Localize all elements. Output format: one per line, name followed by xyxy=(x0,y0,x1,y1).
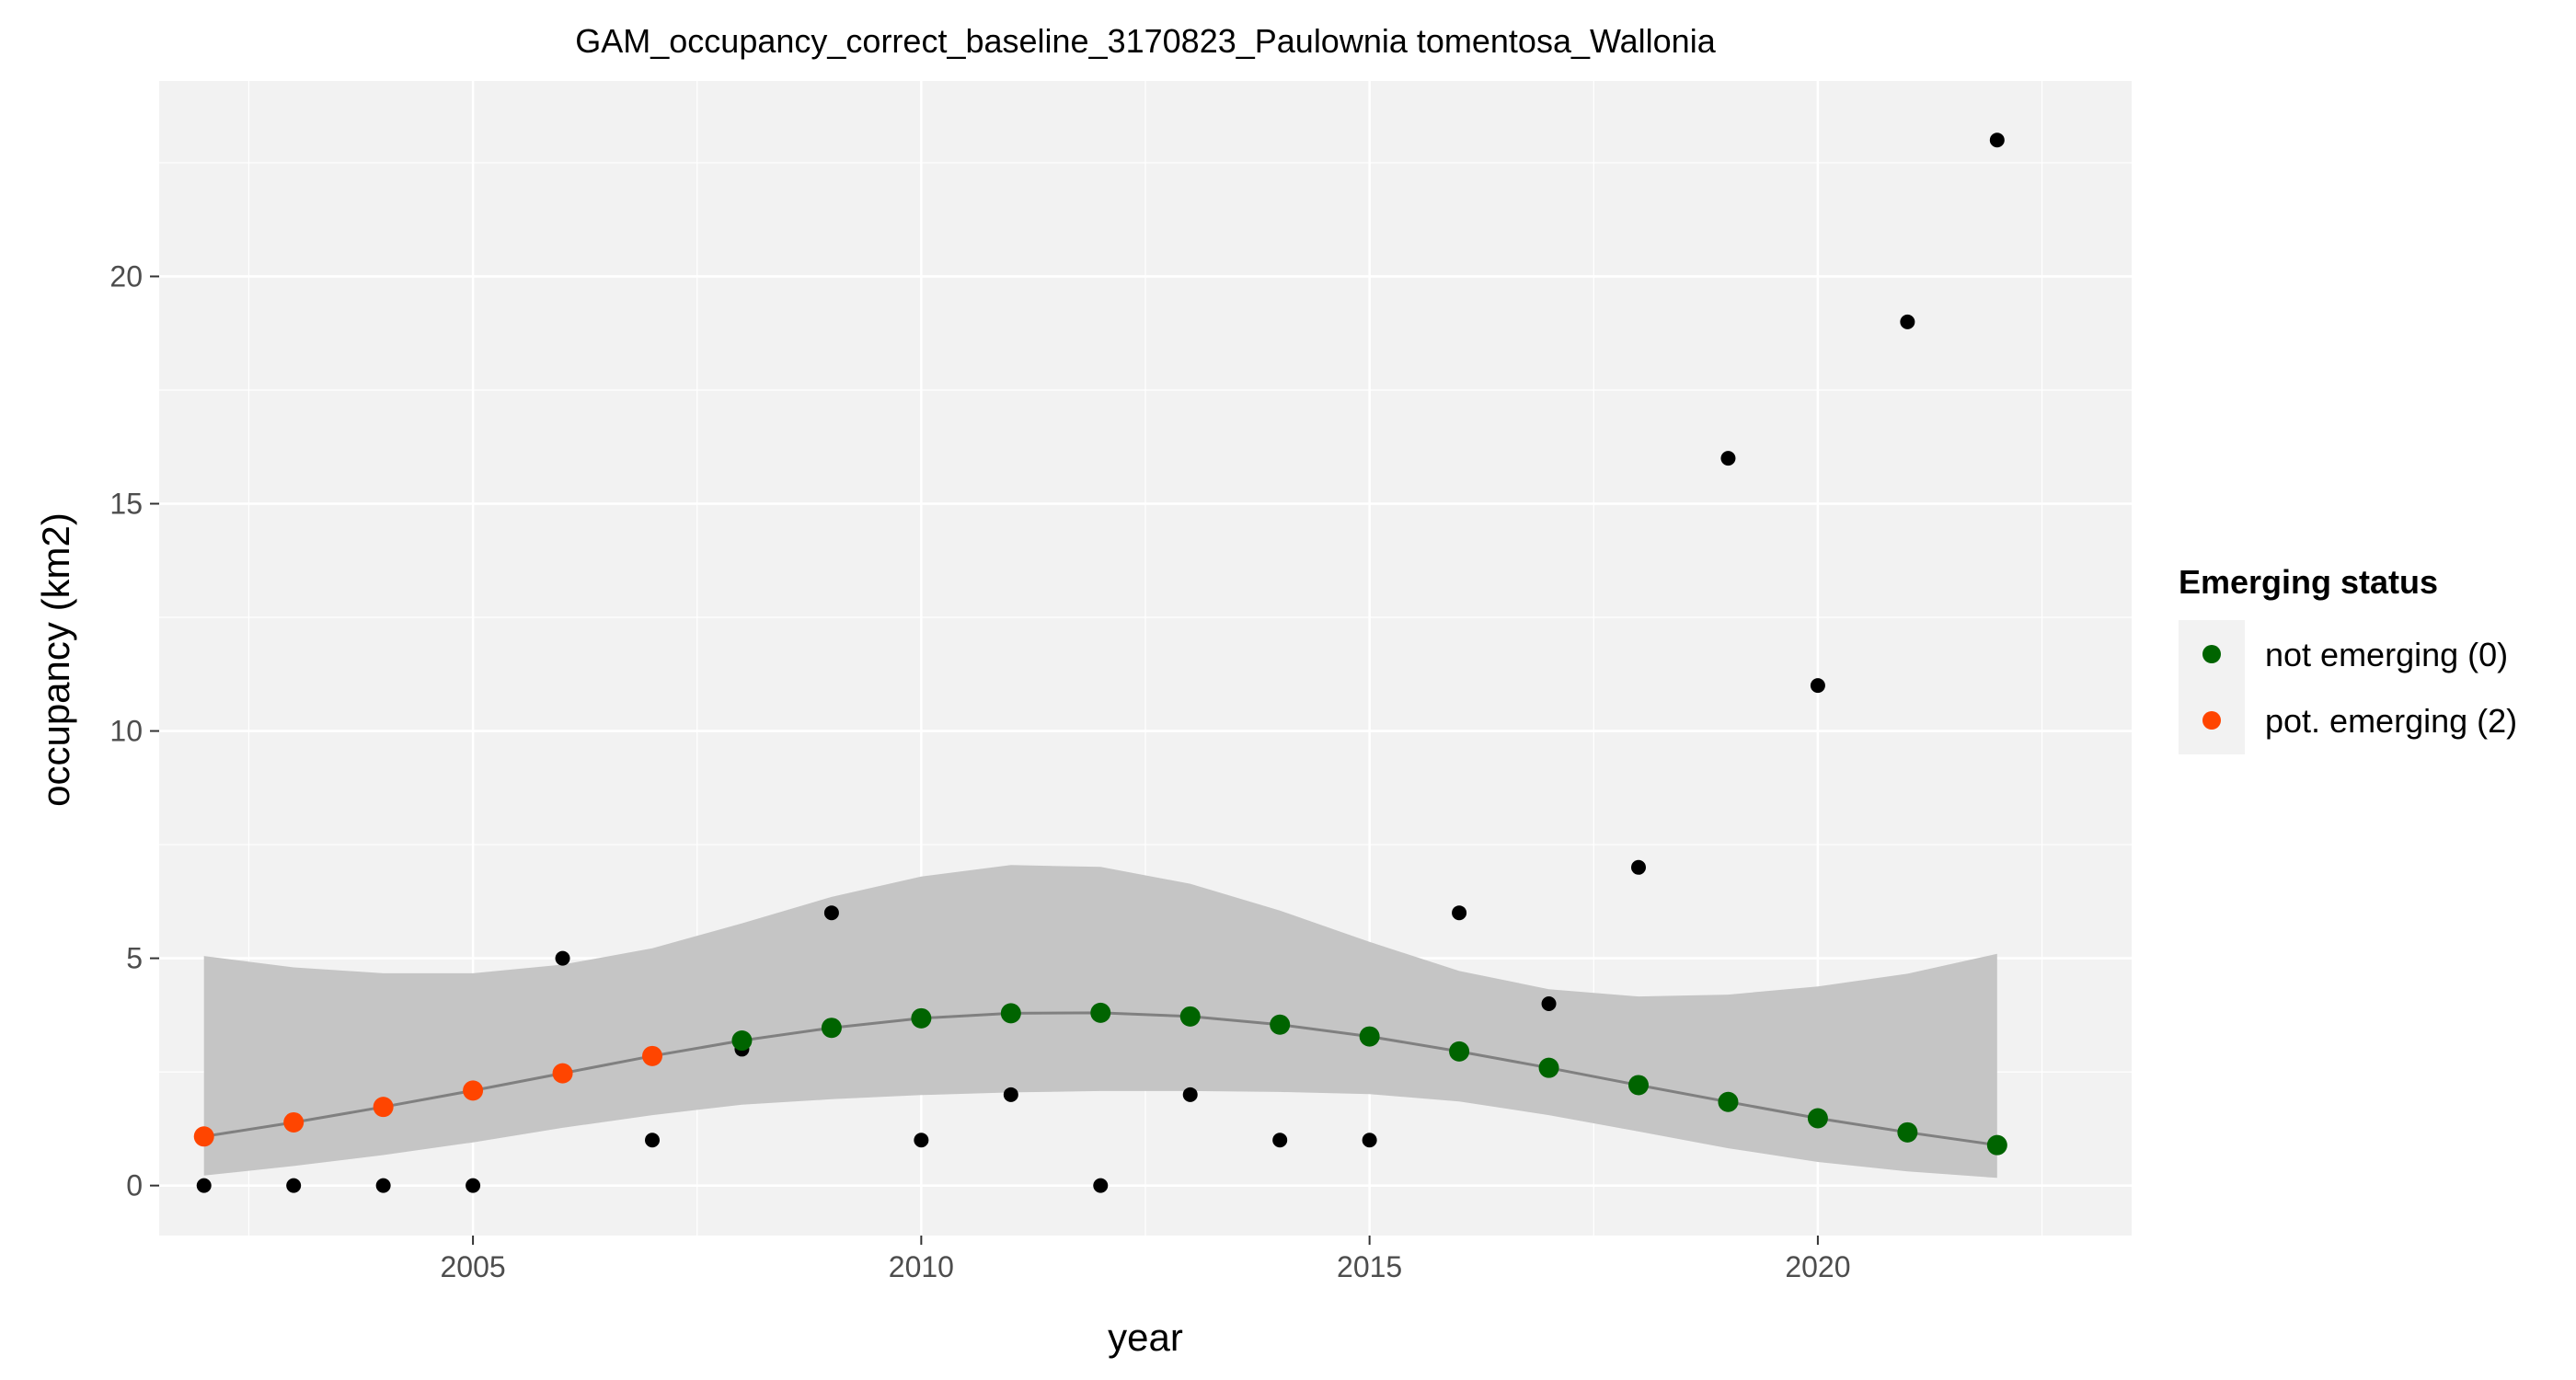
fitted-point-not-emerging xyxy=(1986,1134,2007,1156)
chart-title: GAM_occupancy_correct_baseline_3170823_P… xyxy=(575,22,1716,60)
x-tick-label: 2010 xyxy=(889,1250,954,1283)
plot-panel xyxy=(159,81,2132,1236)
x-tick-label: 2005 xyxy=(440,1250,505,1283)
y-axis-label: occupancy (km2) xyxy=(34,512,77,807)
fitted-point-not-emerging xyxy=(1000,1003,1021,1024)
observed-point xyxy=(1093,1178,1109,1193)
fitted-point-pot-emerging xyxy=(193,1126,214,1147)
fitted-point-not-emerging xyxy=(911,1007,932,1029)
x-axis-label: year xyxy=(1108,1316,1183,1359)
fitted-point-not-emerging xyxy=(1807,1108,1828,1129)
observed-point xyxy=(1720,451,1736,466)
observed-point xyxy=(466,1178,481,1193)
y-axis: 0 5 10 15 20 xyxy=(109,259,159,1202)
legend-key-pot-emerging xyxy=(2202,711,2221,730)
observed-point xyxy=(645,1133,660,1148)
observed-point xyxy=(914,1133,929,1148)
legend: Emerging status not emerging (0) pot. em… xyxy=(2179,563,2517,754)
legend-key-not-emerging xyxy=(2202,645,2221,663)
y-tick-label: 5 xyxy=(126,942,143,975)
fitted-point-not-emerging xyxy=(1090,1002,1111,1023)
fitted-point-pot-emerging xyxy=(283,1111,305,1133)
observed-point xyxy=(1003,1087,1018,1102)
y-tick-label: 20 xyxy=(109,259,143,293)
x-tick-label: 2015 xyxy=(1337,1250,1402,1283)
fitted-point-pot-emerging xyxy=(463,1080,484,1101)
legend-title: Emerging status xyxy=(2179,563,2438,601)
observed-point xyxy=(1182,1087,1198,1102)
fitted-point-not-emerging xyxy=(1449,1041,1470,1062)
observed-point xyxy=(1362,1133,1377,1148)
fitted-point-not-emerging xyxy=(1628,1075,1649,1096)
fitted-point-pot-emerging xyxy=(642,1045,662,1066)
fitted-point-not-emerging xyxy=(821,1018,842,1039)
observed-point xyxy=(1272,1133,1288,1148)
fitted-point-not-emerging xyxy=(1179,1006,1201,1027)
observed-point xyxy=(1452,905,1467,921)
observed-point xyxy=(375,1178,391,1193)
fitted-point-pot-emerging xyxy=(373,1097,394,1118)
fitted-point-not-emerging xyxy=(1718,1091,1739,1112)
fitted-point-not-emerging xyxy=(1359,1026,1380,1047)
y-tick-label: 0 xyxy=(126,1169,143,1202)
observed-point xyxy=(1631,859,1646,875)
legend-label-not-emerging: not emerging (0) xyxy=(2265,636,2508,673)
fitted-point-not-emerging xyxy=(1270,1014,1291,1035)
observed-point xyxy=(1541,996,1557,1012)
fitted-point-pot-emerging xyxy=(552,1063,573,1084)
observed-point xyxy=(823,905,839,921)
observed-point xyxy=(1810,678,1825,694)
observed-point xyxy=(1989,132,2005,148)
legend-label-pot-emerging: pot. emerging (2) xyxy=(2265,702,2517,740)
legend-key-background xyxy=(2179,620,2245,754)
fitted-point-not-emerging xyxy=(1897,1121,1918,1143)
observed-point xyxy=(1900,314,1915,329)
x-tick-label: 2020 xyxy=(1785,1250,1850,1283)
fitted-point-not-emerging xyxy=(731,1030,753,1052)
x-axis: 2005 2010 2015 2020 xyxy=(440,1236,1851,1283)
observed-point xyxy=(286,1178,302,1193)
y-tick-label: 10 xyxy=(109,715,143,748)
y-tick-label: 15 xyxy=(109,488,143,521)
fitted-point-not-emerging xyxy=(1538,1057,1559,1078)
observed-point xyxy=(196,1178,212,1193)
observed-point xyxy=(555,950,570,966)
